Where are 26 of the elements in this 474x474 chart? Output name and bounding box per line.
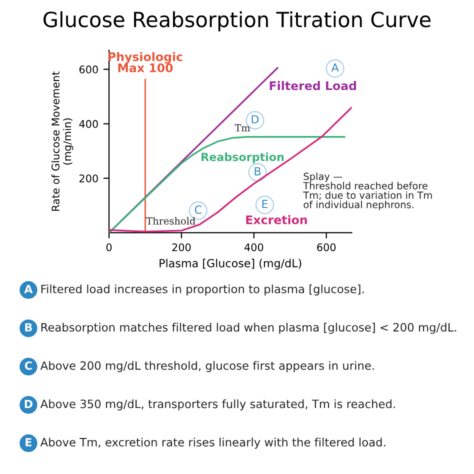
- annotation: Filtered Load: [270, 81, 356, 90]
- x-tick-label: 400: [244, 243, 264, 252]
- annotation: B: [254, 167, 261, 176]
- text: B Reabsorption matches filtered load when plasma [glucose] < 200 mg/dL.: [25, 322, 456, 334]
- text: A Filtered load increases in proportion to plasma [glucose].: [24, 284, 364, 296]
- text: D Above 350 mg/dL, transporters fully saturated, Tm is reached.: [24, 399, 395, 410]
- text: C Above 200 mg/dL threshold, glucose first appears in urine.: [24, 361, 374, 372]
- y-tick-label: 400: [79, 120, 98, 128]
- annotation: E: [262, 200, 268, 208]
- x-tick-label: 600: [317, 243, 336, 252]
- y-tick-label: 200: [79, 174, 98, 182]
- annotation: Tm: [234, 124, 250, 132]
- x-tick-label: 200: [172, 243, 191, 252]
- text: E Above Tm, excretion rate rises linearly with the filtered load.: [26, 438, 386, 449]
- y-tick-label: 600: [79, 66, 98, 74]
- chart-title: Glucose Reabsorption Titration Curve: [44, 11, 431, 32]
- annotation: Splay — Threshold reached before Tm; due to variation in Tm of individual nephrons.: [303, 172, 432, 210]
- annotation: C: [194, 205, 202, 214]
- annotation: Reabsorption: [202, 152, 284, 164]
- x-tick-label: 0: [106, 243, 112, 252]
- y-axis-title: Rate of Glucose Movement (mg/min): [51, 71, 74, 211]
- annotation: Excretion: [246, 215, 307, 224]
- annotation: Threshold: [146, 217, 196, 225]
- x-axis-title: Plasma [Glucose] (mg/dL): [160, 258, 302, 270]
- annotation: D: [252, 115, 259, 124]
- annotation: A: [331, 63, 339, 72]
